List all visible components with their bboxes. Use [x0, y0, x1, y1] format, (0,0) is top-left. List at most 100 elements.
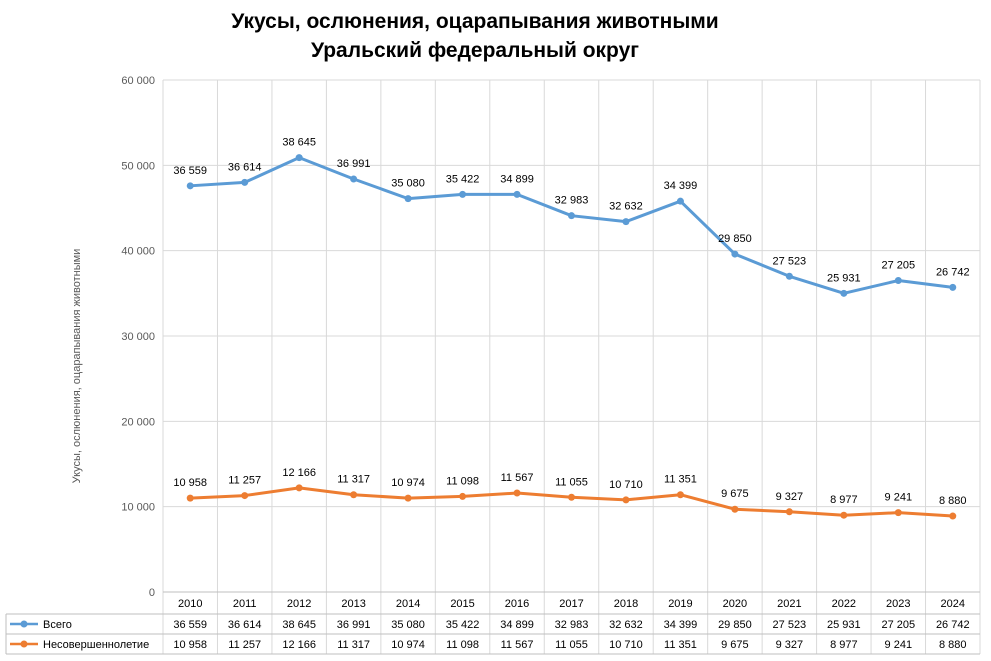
table-cell: 10 958	[173, 639, 207, 651]
data-label: 11 567	[501, 472, 534, 484]
data-point	[894, 277, 902, 285]
data-point	[676, 491, 684, 499]
y-tick-label: 40 000	[121, 246, 155, 258]
table-cell: 11 257	[228, 639, 261, 651]
data-point	[241, 178, 249, 186]
x-tick-label: 2020	[723, 598, 747, 610]
table-cell: 11 317	[337, 639, 370, 651]
data-label: 11 098	[446, 475, 479, 487]
legend-label-1: Несовершеннолетие	[43, 639, 149, 651]
table-cell: 27 523	[773, 619, 807, 631]
table-cell: 8 977	[830, 639, 858, 651]
data-point	[622, 496, 630, 504]
table-cell: 36 559	[173, 619, 207, 631]
data-point	[785, 508, 793, 516]
data-label: 36 614	[228, 161, 262, 173]
grid: 0 10 000 20 000 30 000 40 000 50 000 60 000	[121, 75, 980, 599]
data-label: 11 055	[555, 476, 588, 488]
data-point	[949, 512, 957, 520]
x-tick-label: 2017	[559, 598, 583, 610]
data-point	[404, 195, 412, 203]
data-point	[568, 493, 575, 501]
data-point	[676, 197, 684, 205]
data-label: 11 257	[228, 475, 261, 487]
legend-label-0: Всего	[43, 619, 72, 631]
data-point	[186, 494, 194, 502]
data-point	[513, 489, 521, 497]
table-cell: 11 098	[446, 639, 479, 651]
data-label: 27 205	[881, 260, 915, 272]
x-tick-label: 2023	[886, 598, 910, 610]
y-tick-label: 50 000	[121, 160, 155, 172]
chart-title: Укусы, ослюнения, оцарапывания животными	[231, 10, 718, 33]
data-label: 25 931	[827, 272, 861, 284]
x-tick-label: 2018	[614, 598, 638, 610]
data-label: 35 422	[446, 173, 480, 185]
x-tick-label: 2015	[450, 598, 474, 610]
x-tick-label: 2011	[233, 598, 257, 610]
data-point	[295, 154, 303, 162]
x-tick-label: 2019	[668, 598, 692, 610]
x-tick-label: 2010	[178, 598, 202, 610]
table-cell: 11 055	[555, 639, 588, 651]
data-label: 9 675	[721, 488, 749, 500]
table-cell: 11 567	[501, 639, 534, 651]
table-cell: 34 399	[664, 619, 698, 631]
table-cell: 9 327	[776, 639, 804, 651]
table-cell: 26 742	[936, 619, 970, 631]
table-cell: 32 983	[555, 619, 589, 631]
table-cell: 9 241	[885, 639, 913, 651]
x-tick-label: 2012	[287, 598, 311, 610]
table-cell: 32 632	[609, 619, 643, 631]
table-cell: 35 080	[391, 619, 425, 631]
data-label: 11 317	[337, 474, 370, 486]
data-label: 32 632	[609, 201, 643, 213]
y-tick-label: 10 000	[121, 502, 155, 514]
data-label: 26 742	[936, 266, 970, 278]
table-cell: 8 880	[939, 639, 967, 651]
table-cell: 38 645	[282, 619, 316, 631]
data-label: 32 983	[555, 195, 589, 207]
table-cell: 29 850	[718, 619, 752, 631]
data-table: 2010 2011 2012 2013 2014 2015 2016 2017 2018 2019…	[5, 80, 981, 655]
data-label: 34 399	[664, 180, 698, 192]
data-point	[459, 492, 467, 500]
data-label: 9 241	[885, 492, 913, 504]
data-point	[241, 492, 249, 500]
data-point	[622, 218, 630, 226]
data-point	[350, 175, 358, 183]
table-cell: 11 351	[664, 639, 697, 651]
data-label: 35 080	[391, 178, 425, 190]
y-tick-label: 30 000	[121, 331, 155, 343]
x-tick-label: 2024	[941, 598, 965, 610]
data-point	[404, 494, 412, 502]
chart-subtitle: Уральский федеральный округ	[311, 39, 639, 62]
data-label: 10 958	[173, 477, 207, 489]
table-cell: 25 931	[827, 619, 861, 631]
data-point	[840, 289, 848, 297]
data-point	[186, 182, 194, 190]
data-label: 36 991	[337, 158, 371, 170]
data-label: 10 710	[609, 479, 643, 491]
data-label: 38 645	[282, 137, 316, 149]
data-point	[459, 190, 467, 198]
y-tick-label: 60 000	[121, 75, 155, 87]
data-point	[295, 484, 303, 492]
data-label: 29 850	[718, 233, 752, 245]
x-tick-label: 2021	[777, 598, 801, 610]
y-tick-label: 0	[149, 587, 155, 599]
data-point	[513, 190, 521, 198]
x-tick-label: 2014	[396, 598, 420, 610]
table-cell: 27 205	[881, 619, 915, 631]
data-label: 34 899	[500, 173, 534, 185]
table-cell: 36 991	[337, 619, 371, 631]
data-label: 9 327	[776, 491, 804, 503]
table-cell: 10 974	[391, 639, 425, 651]
data-point	[350, 491, 358, 499]
legend-marker-0	[20, 620, 28, 628]
legend-marker-1	[20, 640, 28, 648]
y-tick-label: 20 000	[121, 416, 155, 428]
data-point	[894, 509, 902, 517]
table-cell: 34 899	[500, 619, 534, 631]
